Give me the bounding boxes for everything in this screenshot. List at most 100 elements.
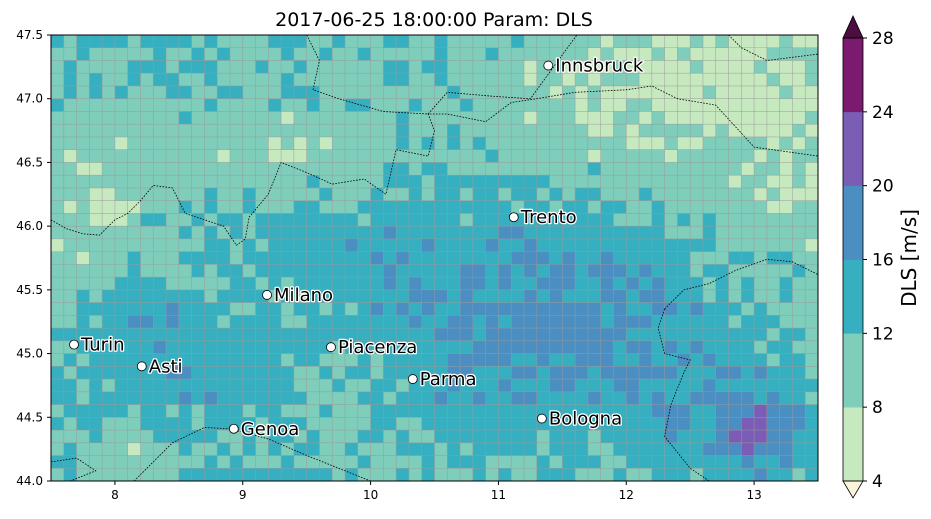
heatmap-cell	[281, 111, 295, 125]
heatmap-cell	[805, 302, 818, 316]
heatmap-cell	[242, 366, 256, 380]
heatmap-cell	[536, 455, 550, 469]
heatmap-cell	[792, 47, 806, 61]
heatmap-cell	[127, 366, 141, 380]
heatmap-cell	[153, 85, 167, 100]
heatmap-cell	[421, 289, 435, 303]
heatmap-cell	[549, 353, 563, 367]
heatmap-cell	[127, 162, 141, 176]
heatmap-cell	[702, 85, 717, 100]
heatmap-cell	[217, 404, 231, 418]
heatmap-cell	[549, 379, 563, 393]
heatmap-cell	[370, 111, 384, 125]
heatmap-cell	[242, 73, 256, 87]
heatmap-cell	[114, 417, 128, 431]
heatmap-cell	[702, 226, 717, 240]
heatmap-cell	[281, 289, 295, 303]
heatmap-cell	[51, 404, 65, 418]
heatmap-cell	[383, 340, 397, 354]
heatmap-cell	[229, 60, 244, 74]
heatmap-cell	[702, 328, 717, 342]
heatmap-cell	[498, 455, 512, 469]
heatmap-cell	[792, 404, 806, 418]
heatmap-cell	[536, 175, 550, 189]
heatmap-cell	[511, 251, 525, 265]
heatmap-cell	[575, 417, 589, 431]
heatmap-cell	[229, 353, 244, 367]
heatmap-cell	[472, 417, 486, 431]
heatmap-cell	[690, 289, 704, 303]
heatmap-cell	[63, 353, 77, 367]
heatmap-cell	[626, 404, 640, 418]
heatmap-cell	[562, 315, 576, 329]
heatmap-cell	[600, 60, 614, 74]
heatmap-cell	[408, 85, 423, 100]
heatmap-cell	[485, 468, 499, 481]
heatmap-cell	[178, 85, 192, 100]
heatmap-cell	[677, 60, 691, 74]
heatmap-cell	[191, 455, 205, 469]
heatmap-cell	[690, 213, 704, 227]
heatmap-cell	[76, 328, 90, 342]
heatmap-cell	[89, 111, 103, 125]
heatmap-cell	[639, 238, 653, 252]
heatmap-cell	[332, 277, 346, 291]
heatmap-cell	[600, 35, 614, 49]
heatmap-cell	[587, 417, 601, 431]
heatmap-cell	[511, 73, 525, 87]
heatmap-cell	[76, 226, 90, 240]
heatmap-cell	[485, 366, 499, 380]
heatmap-cell	[345, 98, 359, 112]
heatmap-cell	[587, 302, 601, 316]
heatmap-cell	[408, 149, 423, 163]
heatmap-cell	[51, 175, 65, 189]
heatmap-cell	[460, 136, 474, 150]
heatmap-cell	[728, 468, 742, 481]
heatmap-cell	[102, 111, 116, 125]
heatmap-cell	[114, 226, 128, 240]
heatmap-cell	[268, 353, 282, 367]
heatmap-cell	[102, 187, 116, 201]
heatmap-cell	[166, 251, 180, 265]
heatmap-cell	[587, 404, 601, 418]
heatmap-cell	[166, 98, 180, 112]
heatmap-cell	[332, 417, 346, 431]
heatmap-cell	[63, 35, 77, 49]
heatmap-cell	[306, 98, 320, 112]
heatmap-cell	[255, 226, 269, 240]
heatmap-cell	[319, 47, 333, 61]
heatmap-cell	[281, 47, 295, 61]
heatmap-cell	[204, 85, 218, 100]
heatmap-cell	[613, 353, 627, 367]
heatmap-cell	[191, 238, 205, 252]
heatmap-cell	[575, 162, 589, 176]
heatmap-cell	[485, 98, 499, 112]
heatmap-cell	[63, 238, 77, 252]
heatmap-cell	[63, 200, 77, 214]
heatmap-cell	[587, 353, 601, 367]
heatmap-cell	[536, 200, 550, 214]
heatmap-cell	[166, 264, 180, 278]
heatmap-cell	[370, 149, 384, 163]
heatmap-cell	[575, 85, 589, 100]
heatmap-cell	[715, 98, 729, 112]
border-france	[51, 457, 97, 481]
heatmap-cell	[805, 468, 818, 481]
heatmap-cell	[549, 238, 563, 252]
heatmap-cell	[76, 162, 90, 176]
heatmap-cell	[498, 340, 512, 354]
heatmap-cell	[690, 149, 704, 163]
heatmap-cell	[792, 213, 806, 227]
heatmap-cell	[89, 455, 103, 469]
heatmap-cell	[63, 328, 77, 342]
heatmap-cell	[63, 124, 77, 138]
heatmap-cell	[127, 98, 141, 112]
heatmap-cell	[229, 111, 244, 125]
city-marker-turin	[69, 339, 79, 350]
heatmap-cell	[434, 175, 448, 189]
heatmap-cell	[370, 379, 384, 393]
heatmap-cell	[153, 98, 167, 112]
heatmap-cell	[575, 430, 589, 444]
heatmap-cell	[383, 391, 397, 405]
